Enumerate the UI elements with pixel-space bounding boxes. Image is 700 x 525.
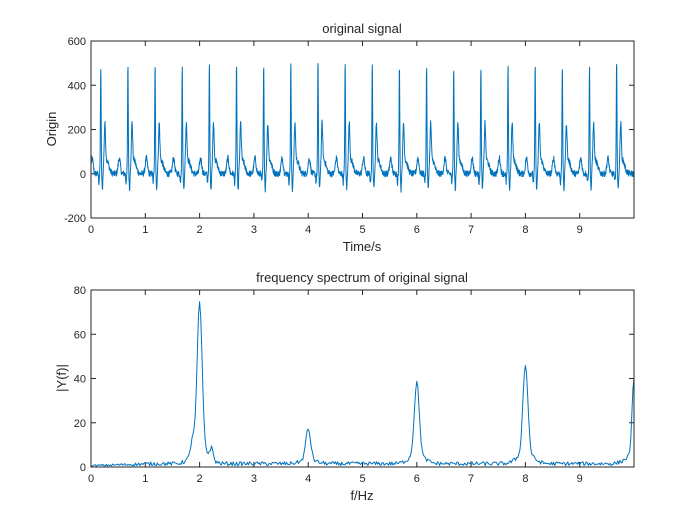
plot-title: frequency spectrum of original signal: [256, 270, 468, 285]
y-tick-label: 80: [74, 285, 86, 297]
x-tick-label: 9: [577, 473, 583, 485]
x-tick-label: 2: [197, 224, 203, 236]
x-tick-label: 1: [142, 224, 148, 236]
x-tick-label: 8: [522, 224, 528, 236]
x-tick-label: 7: [468, 473, 474, 485]
x-tick-label: 3: [251, 224, 257, 236]
x-tick-label: 7: [468, 224, 474, 236]
x-tick-label: 4: [305, 473, 311, 485]
x-tick-label: 2: [197, 473, 203, 485]
axes-frame: [90, 289, 635, 468]
x-tick-label: 8: [522, 473, 528, 485]
signal-trace: [91, 63, 634, 193]
x-tick-label: 3: [251, 473, 257, 485]
spectrum-plot: frequency spectrum of original signal 0 1…: [54, 270, 635, 503]
y-tick-label: 0: [80, 169, 86, 181]
y-axis-label: |Y(f)|: [54, 364, 69, 392]
x-tick-label: 6: [414, 224, 420, 236]
y-tick-label: 0: [80, 462, 86, 474]
x-tick-label: 5: [359, 224, 365, 236]
y-tick-label: 60: [74, 329, 86, 341]
y-tick-label: 40: [74, 374, 86, 386]
y-tick-label: 400: [68, 80, 86, 92]
y-tick-label: 20: [74, 418, 86, 430]
x-tick-label: 6: [414, 473, 420, 485]
x-tick-label: 0: [88, 224, 94, 236]
spectrum-trace: [91, 301, 634, 467]
plot-title: original signal: [322, 21, 402, 36]
x-axis-label: Time/s: [343, 239, 382, 254]
tick-group: 0 1 2 3 4 5 6 7 8 9 0 20 40 60 80: [74, 285, 634, 485]
x-tick-label: 1: [142, 473, 148, 485]
axes-frame: [90, 40, 635, 219]
y-tick-label: -200: [64, 213, 86, 225]
original-signal-plot: original signal 0 1 2 3 4 5 6 7 8 9-2000200400600…: [44, 21, 635, 254]
y-tick-label: 200: [68, 125, 86, 137]
x-tick-label: 4: [305, 224, 311, 236]
x-axis-label: f/Hz: [350, 488, 373, 503]
x-tick-label: 5: [359, 473, 365, 485]
y-axis-label: Origin: [44, 112, 59, 147]
x-tick-label: 9: [577, 224, 583, 236]
y-tick-label: 600: [68, 36, 86, 48]
x-tick-label: 0: [88, 473, 94, 485]
